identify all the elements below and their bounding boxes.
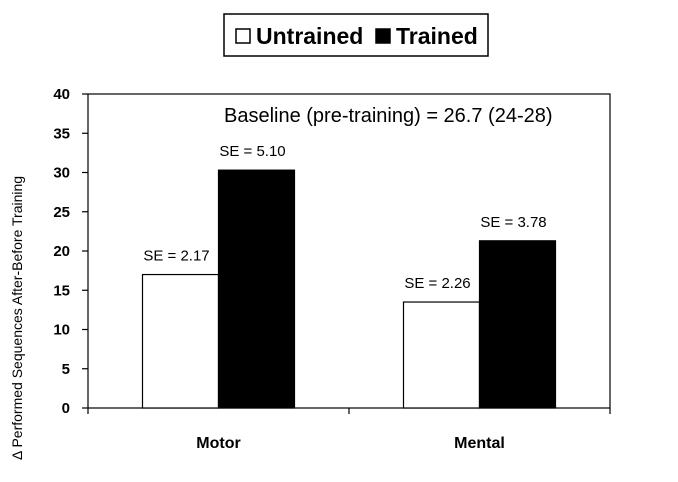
legend-label-untrained: Untrained — [256, 23, 363, 49]
se-label: SE = 3.78 — [480, 214, 546, 231]
y-tick-label: 25 — [53, 204, 70, 221]
y-tick-label: 0 — [62, 400, 70, 417]
bar-trained-mental — [478, 240, 557, 409]
y-tick-label: 30 — [53, 165, 70, 182]
y-tick-label: 20 — [53, 243, 70, 260]
y-tick-label: 40 — [53, 86, 70, 103]
y-tick-label: 5 — [62, 361, 70, 378]
legend: Untrained Trained — [223, 13, 489, 57]
bar-trained-motor — [217, 169, 296, 409]
se-label: SE = 2.17 — [143, 248, 209, 265]
bar-untrained-motor — [141, 273, 220, 409]
bars — [141, 169, 557, 409]
se-labels: SE = 2.17 SE = 5.10 SE = 2.26 SE = 3.78 — [143, 143, 546, 292]
se-label: SE = 2.26 — [404, 275, 470, 292]
baseline-annotation: Baseline (pre-training) = 26.7 (24-28) — [224, 105, 553, 127]
legend-swatch-untrained — [235, 28, 251, 44]
legend-swatch-trained — [375, 28, 391, 44]
x-category-label: Mental — [454, 435, 505, 452]
se-label: SE = 5.10 — [219, 143, 285, 160]
y-axis: 0 5 10 15 20 25 30 35 40 — [53, 86, 88, 417]
x-category-label: Motor — [196, 435, 240, 452]
x-axis: Motor Mental — [87, 408, 611, 452]
y-tick-label: 15 — [53, 282, 70, 299]
legend-label-trained: Trained — [396, 23, 478, 49]
y-tick-label: 10 — [53, 322, 70, 339]
y-axis-title: Δ Performed Sequences After-Before Train… — [9, 176, 25, 460]
legend-box — [223, 13, 489, 57]
y-tick-label: 35 — [53, 125, 70, 142]
bar-untrained-mental — [402, 301, 481, 409]
